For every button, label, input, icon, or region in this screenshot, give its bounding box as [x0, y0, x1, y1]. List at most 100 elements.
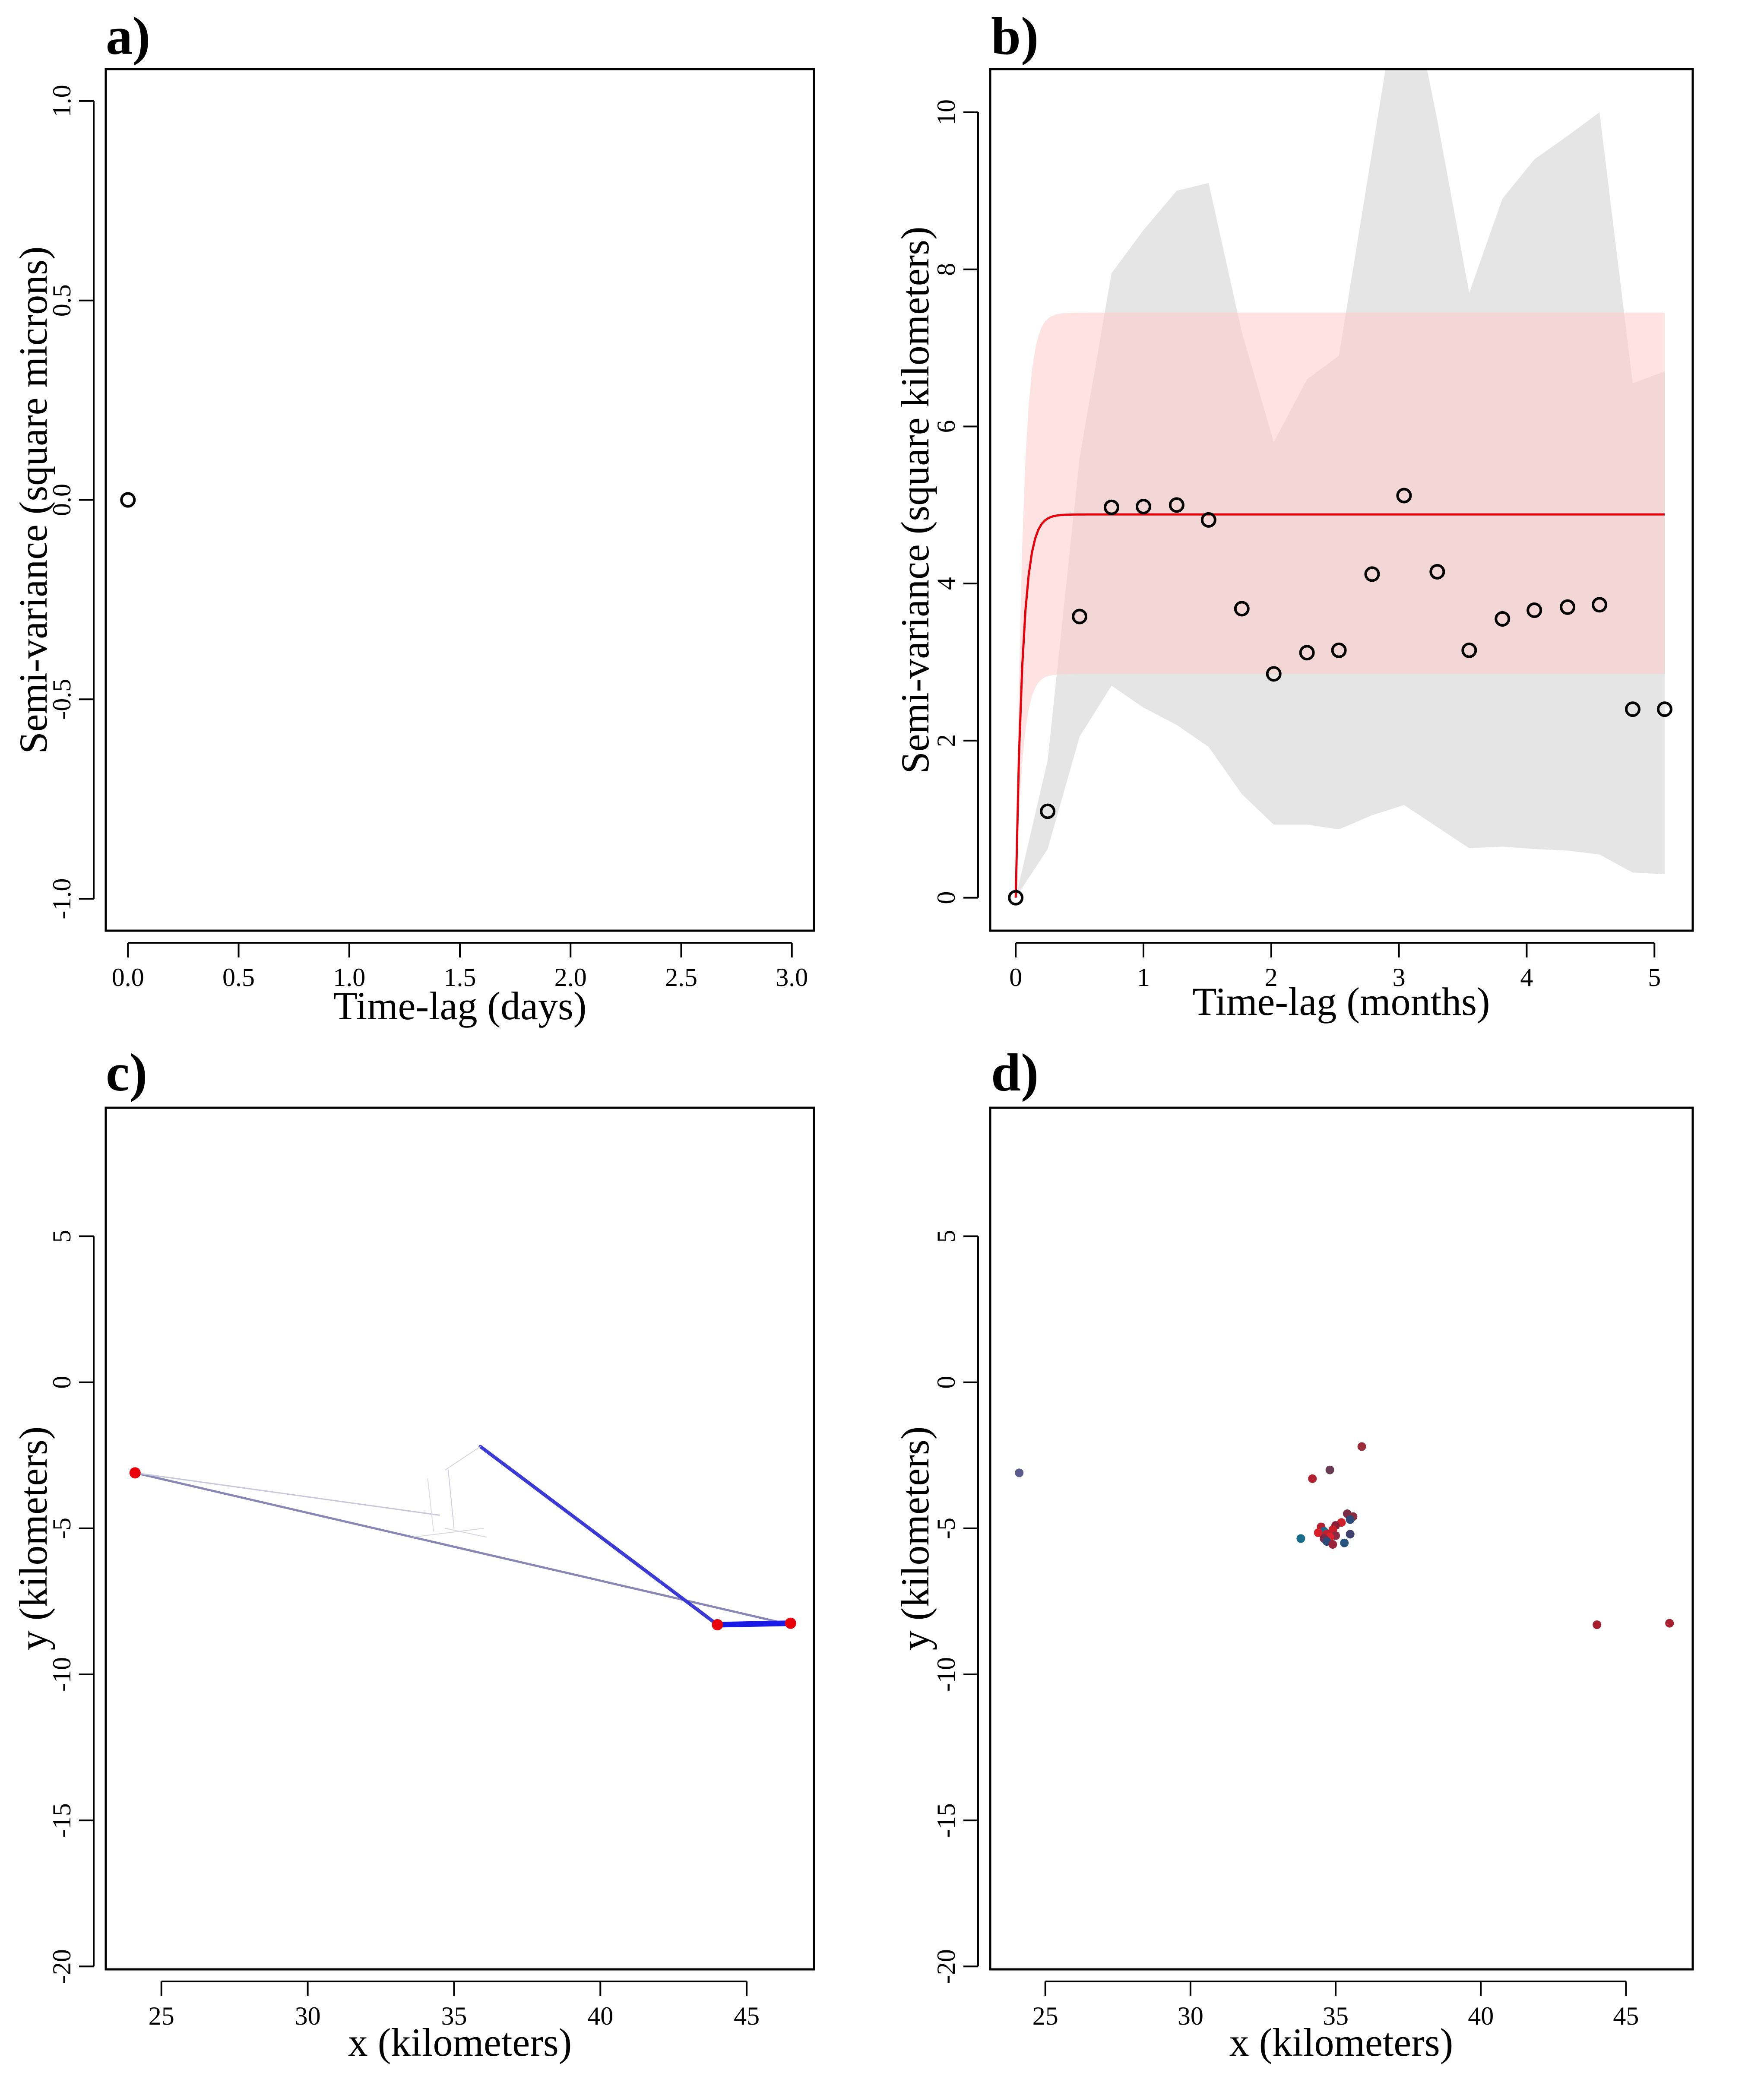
panel-c-frame — [105, 1106, 815, 1971]
panel-c-track-segment — [445, 1446, 481, 1471]
panel-d-frame — [989, 1106, 1694, 1971]
panel-b-x-tick-label: 1 — [1137, 963, 1150, 992]
panel-b: b) 0 1 2 3 4 5 0 2 4 6 8 10 Time-lag (months) Semi-… — [893, 6, 1694, 1024]
panel-b-point — [1656, 701, 1672, 717]
panel-a-x-tick-label: 2.5 — [665, 963, 697, 992]
panel-b-frame — [989, 68, 1694, 932]
panel-c-track-segment — [134, 1471, 792, 1626]
panel-c-x-tick-label: 40 — [587, 2002, 613, 2030]
panel-b-y-tick-label: 6 — [932, 420, 960, 433]
panel-a-data — [120, 492, 136, 508]
panel-b-point — [1200, 512, 1216, 528]
panel-d-y-tick-label: -10 — [932, 1657, 960, 1692]
panel-d-point — [1308, 1474, 1317, 1483]
panel-b-y-tick-label: 4 — [932, 577, 960, 590]
panel-b-point — [1040, 803, 1056, 819]
panel-a-y-tick-label: 0.5 — [48, 284, 76, 317]
panel-b-model-ci-band — [1016, 312, 1665, 898]
panel-b-point — [1104, 499, 1120, 515]
panel-d-point — [1015, 1468, 1024, 1477]
panel-c-track-segment — [714, 1620, 794, 1628]
panel-b-y-axis-title: Semi-variance (square kilometers) — [893, 226, 937, 773]
panel-a-x-tick-label: 0.0 — [112, 963, 144, 992]
panel-b-point — [1266, 666, 1282, 682]
panel-c-y-tick-label: 0 — [48, 1376, 76, 1389]
panel-c-y-tick-label: -15 — [48, 1803, 76, 1838]
panel-d: d) 25 30 35 40 45 -20 -15 -10 -5 0 5 x (kilometers… — [893, 1043, 1694, 2064]
panel-b-ticks: 0 1 2 3 4 5 0 2 4 6 8 10 — [932, 99, 1661, 992]
panel-a-label: a) — [106, 6, 150, 66]
panel-d-y-tick-label: -5 — [932, 1518, 960, 1539]
panel-b-x-tick-label: 0 — [1009, 963, 1022, 992]
panel-b-y-tick-label: 2 — [932, 734, 960, 747]
panel-a-x-tick-label: 2.0 — [554, 963, 587, 992]
panel-d-label: d) — [991, 1043, 1039, 1102]
panel-a-x-axis-title: Time-lag (days) — [333, 984, 587, 1028]
panel-b-x-axis-title: Time-lag (months) — [1192, 979, 1490, 1024]
panel-a-x-tick-label: 1.0 — [333, 963, 365, 992]
panel-b-point — [1495, 611, 1511, 627]
panel-b-data — [1008, 69, 1672, 906]
panel-a-y-tick-label: 1.0 — [48, 85, 76, 117]
panel-c-y-tick-label: -10 — [48, 1657, 76, 1692]
panel-c: c) 25 30 35 40 45 -20 -15 -10 -5 0 5 x (kilometers… — [11, 1043, 815, 2064]
panel-b-label: b) — [991, 6, 1039, 66]
panel-d-point — [1340, 1538, 1349, 1547]
panel-a-ticks: 0.0 0.5 1.0 1.5 2.0 2.5 3.0 -1.0 -0.5 0.0 0.5 1.0 — [48, 85, 808, 992]
panel-d-x-tick-label: 30 — [1178, 2002, 1203, 2030]
panel-c-location-point — [129, 1467, 141, 1479]
panel-c-x-tick-label: 45 — [734, 2002, 760, 2030]
panel-d-x-tick-label: 35 — [1323, 2002, 1349, 2030]
panel-b-model-line — [1014, 513, 1665, 898]
panel-b-x-tick-label: 4 — [1520, 963, 1533, 992]
panel-d-x-axis-title: x (kilometers) — [1229, 2020, 1454, 2064]
panel-a-x-tick-label: 0.5 — [222, 963, 255, 992]
panel-b-point — [1526, 602, 1542, 618]
panel-c-data — [129, 1445, 796, 1630]
panel-d-data — [1015, 1442, 1674, 1629]
panel-b-point — [1461, 642, 1477, 658]
panel-c-ticks: 25 30 35 40 45 -20 -15 -10 -5 0 5 — [48, 1230, 760, 2030]
panel-d-x-tick-label: 45 — [1613, 2002, 1639, 2030]
panel-a-x-tick-label: 1.5 — [444, 963, 476, 992]
panel-a-y-tick-label: -1.0 — [48, 878, 76, 919]
panel-d-point — [1325, 1465, 1334, 1474]
panel-d-plot-area — [1015, 1442, 1674, 1629]
panel-d-x-tick-label: 40 — [1468, 2002, 1494, 2030]
panel-c-y-tick-label: -5 — [48, 1518, 76, 1539]
panel-b-point — [1072, 609, 1088, 624]
panel-b-x-tick-label: 5 — [1648, 963, 1661, 992]
panel-a-y-tick-label: -0.5 — [48, 679, 76, 720]
panel-c-track-segment — [427, 1478, 434, 1532]
panel-c-y-tick-label: 5 — [48, 1230, 76, 1243]
panel-c-track-segment — [445, 1528, 487, 1538]
panel-c-track-segment — [134, 1472, 440, 1516]
panel-b-x-tick-label: 3 — [1393, 963, 1406, 992]
panel-d-y-tick-label: 0 — [932, 1376, 960, 1389]
panel-d-point — [1328, 1540, 1337, 1549]
panel-d-point — [1314, 1528, 1323, 1537]
panel-c-x-axis-title: x (kilometers) — [348, 2020, 572, 2064]
panel-c-x-tick-label: 25 — [149, 2002, 174, 2030]
panel-b-point — [1560, 599, 1576, 615]
panel-a-x-tick-label: 3.0 — [776, 963, 808, 992]
panel-b-point — [1364, 566, 1380, 582]
panel-d-y-tick-label: -15 — [932, 1803, 960, 1838]
panel-b-point — [1429, 564, 1445, 580]
panel-c-y-tick-label: -20 — [48, 1949, 76, 1984]
panel-c-location-point — [785, 1617, 796, 1629]
panel-a: a) 0.0 0.5 1.0 1.5 2.0 2.5 3.0 -1.0 -0.5 0.0 0.5 1.… — [11, 6, 815, 1028]
panel-c-x-tick-label: 35 — [441, 2002, 467, 2030]
panel-b-point — [1234, 601, 1250, 617]
panel-c-label: c) — [106, 1043, 147, 1102]
panel-c-x-tick-label: 30 — [295, 2002, 321, 2030]
panel-a-point — [120, 492, 136, 508]
panel-b-plot-area — [1008, 69, 1672, 906]
panel-b-y-tick-label: 8 — [932, 263, 960, 276]
panel-b-y-tick-label: 0 — [932, 891, 960, 904]
panel-d-y-tick-label: 5 — [932, 1230, 960, 1243]
panel-b-point — [1299, 645, 1315, 661]
panel-c-track-segment — [478, 1445, 719, 1626]
panel-d-point — [1346, 1515, 1355, 1524]
